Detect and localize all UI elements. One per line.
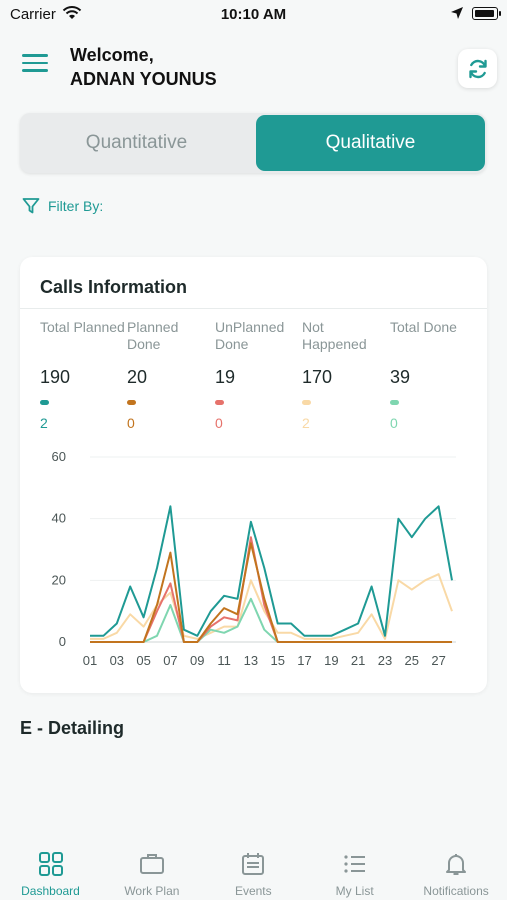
legend-dot	[40, 400, 49, 405]
stat-label: Not Happened	[302, 319, 367, 352]
x-tick-label: 13	[244, 653, 258, 668]
tab-work-plan[interactable]: Work Plan	[101, 838, 202, 900]
refresh-icon	[468, 59, 487, 78]
stat-sub-value: 2	[40, 415, 48, 431]
tab-my-list[interactable]: My List	[304, 838, 405, 900]
legend-dot	[127, 400, 136, 405]
x-tick-label: 03	[110, 653, 124, 668]
mode-segmented-control: Quantitative Qualitative	[20, 113, 486, 173]
filter-by-button[interactable]: Filter By:	[22, 196, 103, 216]
calls-line-chart: 0 20 40 60 01 03 05 07 09 11 13 15 17 19 21 23 25 27	[52, 449, 456, 668]
stat-value: 39	[390, 367, 411, 387]
legend-dot	[215, 400, 224, 405]
x-tick-label: 05	[136, 653, 150, 668]
tab-label: My List	[335, 884, 374, 898]
tab-label: Notifications	[423, 884, 489, 898]
legend-dot	[302, 400, 311, 405]
bell-icon	[442, 850, 470, 878]
divider	[20, 308, 487, 309]
stat-sub-value: 0	[127, 415, 135, 431]
battery-icon	[472, 7, 501, 20]
x-tick-label: 17	[297, 653, 311, 668]
bottom-tab-bar: Dashboard Work Plan Events My List Notificat…	[0, 838, 507, 900]
x-tick-label: 01	[83, 653, 97, 668]
tab-notifications[interactable]: Notifications	[406, 838, 507, 900]
segment-quantitative[interactable]: Quantitative	[85, 132, 188, 153]
x-tick-label: 27	[431, 653, 445, 668]
stat-total-planned: Total Planned 190 2	[40, 319, 128, 431]
x-tick-label: 23	[378, 653, 392, 668]
menu-button[interactable]	[22, 54, 48, 76]
stat-value: 190	[40, 367, 71, 387]
stat-total-done: Total Done 39 0	[390, 319, 478, 431]
y-tick-label: 40	[52, 511, 66, 526]
x-tick-label: 15	[270, 653, 284, 668]
legend-dot	[390, 400, 399, 405]
section-title-e-detailing: E - Detailing	[20, 718, 125, 738]
y-tick-label: 20	[52, 572, 66, 587]
stat-value: 20	[127, 367, 148, 387]
wifi-icon	[62, 5, 82, 26]
tab-dashboard[interactable]: Dashboard	[0, 838, 101, 900]
location-arrow-icon	[450, 6, 464, 25]
filter-icon	[22, 198, 40, 214]
clock: 10:10 AM	[220, 6, 287, 23]
stat-sub-value: 2	[302, 415, 310, 431]
calendar-icon	[239, 850, 267, 878]
stat-not-happened: Not Happened 170 2	[302, 319, 390, 431]
stat-sub-value: 0	[390, 415, 398, 431]
tab-label: Dashboard	[21, 884, 80, 898]
greeting-text: Welcome,	[70, 45, 154, 65]
x-tick-label: 21	[351, 653, 365, 668]
stat-label: UnPlanned Done	[215, 319, 285, 352]
stat-planned-done: Planned Done 20 0	[127, 319, 215, 431]
x-tick-label: 11	[217, 653, 231, 668]
y-tick-label: 60	[52, 449, 66, 464]
stat-sub-value: 0	[215, 415, 223, 431]
welcome-message: Welcome, ADNAN YOUNUS	[70, 43, 217, 91]
stat-label: Planned Done	[127, 319, 179, 352]
series-line-2	[90, 542, 452, 643]
x-tick-label: 09	[190, 653, 204, 668]
refresh-button[interactable]	[458, 49, 497, 88]
stat-value: 19	[215, 367, 236, 387]
card-title: Calls Information	[40, 277, 188, 297]
stat-value: 170	[302, 367, 333, 387]
tab-events[interactable]: Events	[203, 838, 304, 900]
series-line-1	[90, 573, 453, 640]
tab-label: Work Plan	[124, 884, 180, 898]
y-tick-label: 0	[59, 634, 66, 649]
status-bar: Carrier 10:10 AM	[0, 0, 507, 28]
hamburger-icon	[22, 54, 48, 57]
tab-label: Events	[234, 884, 272, 898]
segment-qualitative[interactable]: Qualitative	[256, 115, 485, 171]
briefcase-icon	[138, 850, 166, 878]
calls-information-card: Calls Information Total Planned 190 2 Plann…	[20, 257, 487, 693]
x-tick-label: 19	[324, 653, 338, 668]
list-icon	[341, 850, 369, 878]
series-line-0	[90, 505, 453, 637]
grid-icon	[37, 850, 65, 878]
app-header: Welcome, ADNAN YOUNUS	[0, 40, 507, 96]
carrier-label: Carrier	[10, 6, 56, 23]
stat-label: Total Planned	[40, 319, 125, 335]
user-name: ADNAN YOUNUS	[70, 69, 217, 89]
x-tick-label: 25	[405, 653, 419, 668]
filter-label: Filter By:	[48, 198, 104, 214]
x-tick-label: 07	[163, 653, 177, 668]
stat-unplanned-done: UnPlanned Done 19 0	[215, 319, 303, 431]
stat-label: Total Done	[390, 319, 457, 335]
